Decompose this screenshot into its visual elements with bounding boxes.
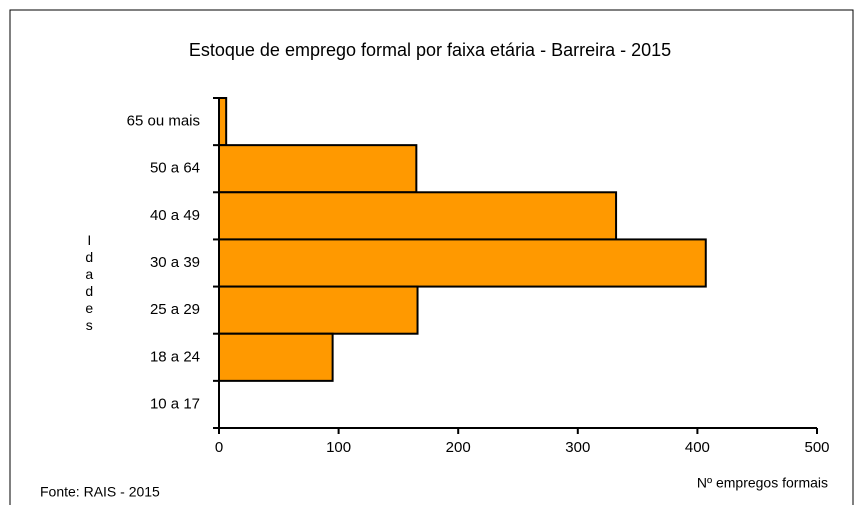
y-axis-label: Idades bbox=[81, 232, 97, 334]
y-tick-label: 25 a 29 bbox=[150, 301, 200, 318]
bar bbox=[218, 97, 228, 147]
bar bbox=[218, 191, 618, 241]
y-tick-label: 65 ou mais bbox=[127, 113, 200, 130]
y-tick-label: 40 a 49 bbox=[150, 207, 200, 224]
x-tick-label: 100 bbox=[326, 439, 351, 456]
y-tick-label: 18 a 24 bbox=[150, 348, 200, 365]
x-axis-label: Nº empregos formais bbox=[697, 475, 828, 491]
bar bbox=[218, 285, 419, 335]
y-tick-label: 50 a 64 bbox=[150, 160, 200, 177]
x-tick-label: 200 bbox=[446, 439, 471, 456]
source: Fonte: RAIS - 2015 bbox=[40, 484, 160, 500]
y-tick-label: 10 a 17 bbox=[150, 395, 200, 412]
x-tick-label: 500 bbox=[804, 439, 829, 456]
x-tick-label: 400 bbox=[685, 439, 710, 456]
x-tick-label: 0 bbox=[215, 439, 223, 456]
y-tick-label: 30 a 39 bbox=[150, 254, 200, 271]
x-tick-label: 300 bbox=[565, 439, 590, 456]
chart-title: Estoque de emprego formal por faixa etár… bbox=[189, 40, 671, 60]
bar bbox=[218, 238, 707, 288]
bar bbox=[218, 332, 334, 382]
bar bbox=[218, 144, 418, 194]
